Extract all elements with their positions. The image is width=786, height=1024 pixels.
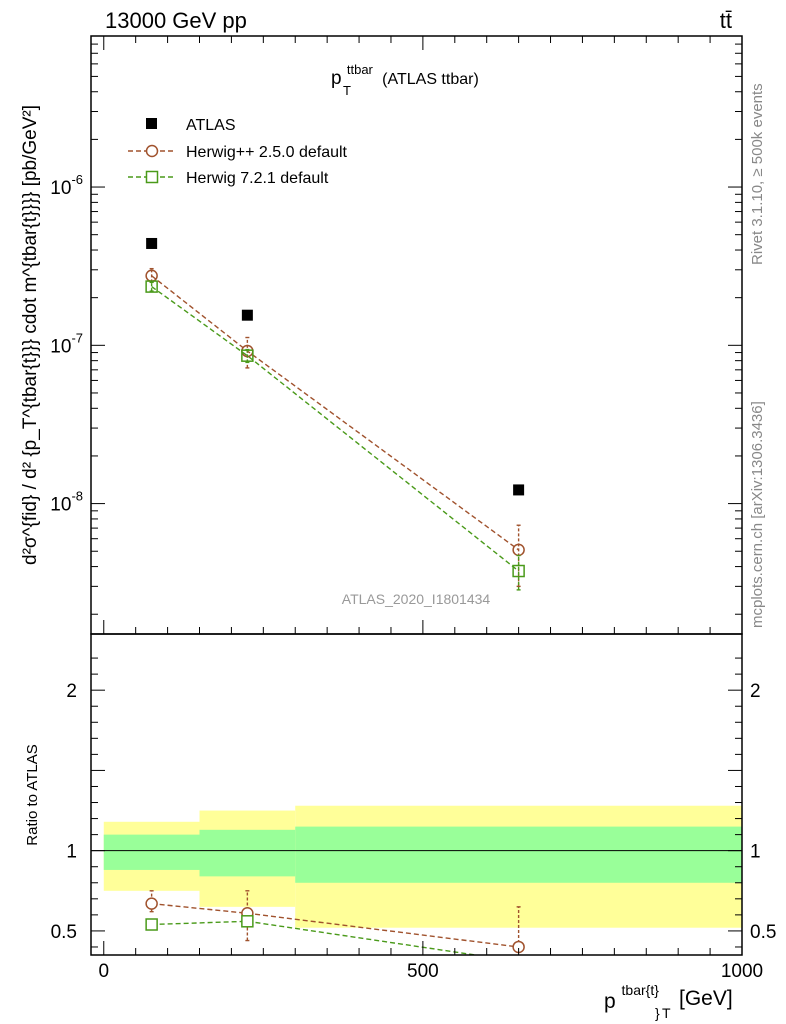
ratio-band-inner [199,829,296,877]
title-rest: (ATLAS ttbar) [382,71,479,88]
ratio-y-label: Ratio to ATLAS [24,744,41,845]
title-sup: ttbar [347,62,374,77]
x-axis-label: p tbar{t} [604,982,659,1013]
main-panel: 10-8 10-7 10-6 p ttbar (ATLAS ttbar) T ATL… [50,35,743,635]
ratio-panel: 0.5 0.5 1 1 2 2 [51,633,776,967]
xlabel-subT: T [662,1005,671,1021]
x-tick-label: 0 [98,961,109,982]
data-point-herwig7 [241,349,254,362]
side-mcplots: mcplots.cern.ch [arXiv:1306.3436] [749,401,766,628]
side-rivet: Rivet 3.1.10, ≥ 500k events [749,83,766,265]
legend: ATLAS Herwig++ 2.5.0 default Herwig 7.2.… [128,117,348,187]
main-series [145,237,525,591]
data-point-herwig7 [512,564,525,578]
xlabel-unit: [GeV] [679,987,733,1010]
ratio-point-herwig7 [241,915,254,928]
data-point-atlas [513,484,525,496]
xlabel-sub: } [655,1005,660,1021]
data-point-herwig7 [145,280,158,293]
energy-label: 13000 GeV pp [105,8,247,33]
ratio-series [145,890,525,967]
legend-label-herwig7: Herwig 7.2.1 default [186,170,329,187]
ratio-ytick-label-right: 2 [750,681,761,702]
title-sub: T [343,83,351,98]
main-ytick-label: 10-8 [50,489,83,516]
side-mcplots-text: mcplots.cern.ch [arXiv:1306.3436] [749,401,766,628]
ratio-bands [103,805,742,928]
process-label: tt̄ [720,8,732,33]
plot-title: p ttbar (ATLAS ttbar) [331,58,479,89]
legend-marker-herwig7 [145,170,159,184]
x-axis-ticks: 0 500 1000 [98,36,763,982]
data-point-atlas [146,237,158,249]
xlabel-sup: tbar{t} [622,982,660,998]
ratio-point-herwig7 [145,918,158,931]
ratio-frame [90,633,743,956]
title-main: p [331,68,342,89]
legend-marker-atlas [146,118,157,129]
analysis-id: ATLAS_2020_I1801434 [342,591,491,607]
data-point-atlas [241,309,253,321]
ylabel-text: d²σ^{fid} / d² {p_T^{tbar{t}}} cdot m^{t… [20,105,41,565]
ratio-ytick-label-right: 1 [750,842,761,863]
x-tick-label: 500 [407,961,439,982]
side-rivet-text: Rivet 3.1.10, ≥ 500k events [749,83,766,265]
legend-label-atlas: ATLAS [186,117,236,134]
ratio-band-inner [295,826,742,883]
main-y-ticks: 10-8 10-7 10-6 [50,35,742,615]
x-tick-label: 1000 [721,961,763,982]
ratio-point-herwigpp [145,897,158,910]
ratio-ytick-label: 2 [66,681,77,702]
ratio-y-ticks: 0.5 0.5 1 1 2 2 [51,657,776,948]
main-ytick-label: 10-6 [50,172,83,199]
legend-label-herwigpp: Herwig++ 2.5.0 default [186,144,348,161]
main-ytick-label: 10-7 [50,330,83,357]
ratio-ytick-label: 0.5 [51,922,77,943]
ratio-ylabel-text: Ratio to ATLAS [24,744,41,845]
series-line [151,275,520,551]
series-line [151,286,520,572]
legend-marker-herwigpp [145,144,159,158]
ratio-band-inner [103,834,200,870]
ratio-ytick-label: 1 [66,842,77,863]
ratio-ytick-label-right: 0.5 [750,922,776,943]
main-y-label: d²σ^{fid} / d² {p_T^{tbar{t}}} cdot m^{t… [20,105,41,565]
xlabel-main: p [604,990,616,1013]
ratio-point-herwig7 [513,956,524,967]
